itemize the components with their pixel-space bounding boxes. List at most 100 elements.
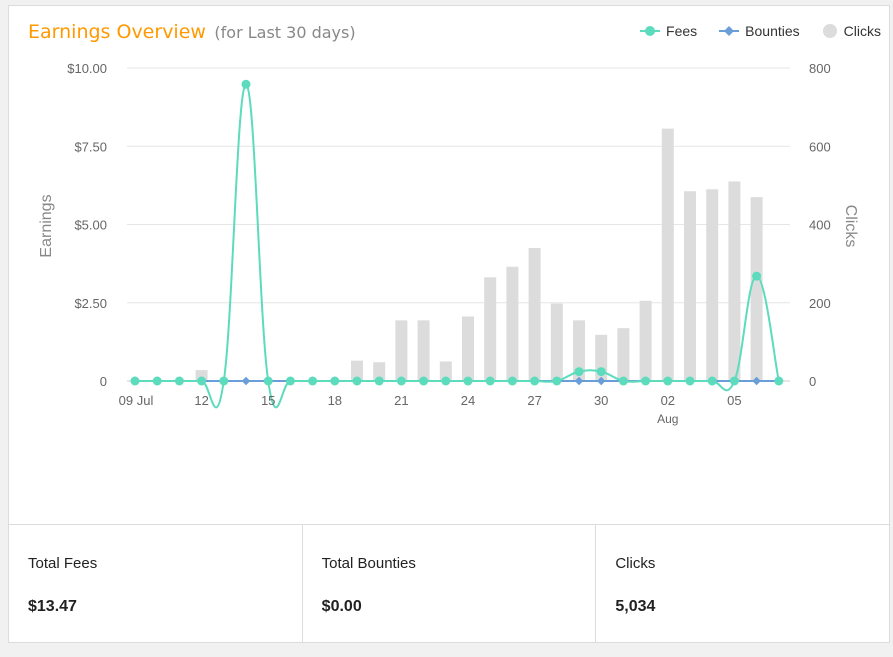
fees-point (263, 376, 273, 386)
chart-legend: Fees Bounties Clicks (640, 23, 881, 39)
clicks-bar (639, 300, 652, 381)
right-axis-tick-label: 400 (809, 218, 831, 233)
x-tick-label: 05 (727, 393, 741, 408)
clicks-bar (706, 189, 719, 381)
right-axis-tick-label: 200 (809, 296, 831, 311)
fees-point (419, 376, 429, 386)
earnings-lines (130, 79, 784, 409)
x-tick-label: 12 (194, 393, 208, 408)
axis-labels: $10.00 $7.50 $5.00 $2.50 0 800 600 400 200 0 Earni… (38, 61, 859, 426)
bounties-point (241, 376, 251, 386)
clicks-bar (195, 370, 208, 381)
bounties-line-marker-icon (719, 25, 740, 37)
fees-point (641, 376, 651, 386)
fees-point (774, 376, 784, 386)
clicks-bars (195, 128, 763, 381)
right-axis-title: Clicks (842, 205, 859, 248)
left-axis-tick-label: $7.50 (74, 139, 107, 154)
total-fees-label: Total Fees (28, 555, 98, 572)
x-tick-label: 30 (594, 393, 608, 408)
clicks-bar (750, 197, 763, 381)
clicks-bar (573, 320, 585, 381)
x-tick-sublabel: Aug (657, 412, 678, 426)
legend-label-clicks: Clicks (843, 23, 881, 39)
clicks-bar (528, 247, 541, 381)
fees-point (441, 376, 451, 386)
fees-point (685, 376, 695, 386)
left-axis-title: Earnings (38, 194, 55, 257)
fees-line-marker-icon (640, 25, 661, 37)
x-tick-label: 27 (527, 393, 541, 408)
left-axis-tick-label: $5.00 (74, 218, 107, 233)
fees-point (197, 376, 207, 386)
total-bounties-value: $0.00 (321, 598, 362, 615)
x-tick-label: 18 (328, 393, 342, 408)
fees-point (285, 376, 295, 386)
card-header: Earnings Overview (for Last 30 days) (28, 21, 356, 43)
fees-point (352, 376, 362, 386)
earnings-chart: $10.00 $7.50 $5.00 $2.50 0 800 600 400 200 0 Earni… (38, 61, 859, 426)
fees-point (663, 376, 673, 386)
fees-point (752, 271, 762, 281)
bounties-point (596, 376, 606, 386)
fees-point (552, 376, 562, 386)
fees-point (707, 376, 717, 386)
earnings-card: Earnings Overview (for Last 30 days) Fee… (8, 5, 890, 643)
x-tick-label: 21 (394, 393, 408, 408)
total-fees-value: $13.47 (28, 598, 77, 615)
left-axis-tick-label: 0 (100, 374, 107, 389)
clicks-bar (617, 328, 630, 381)
clicks-bar (373, 362, 386, 381)
clicks-label: Clicks (615, 555, 656, 572)
clicks-circle-marker-icon (822, 23, 838, 39)
clicks-bar (661, 128, 674, 381)
legend-item-clicks[interactable]: Clicks (822, 23, 881, 39)
fees-point (219, 376, 229, 386)
right-axis-tick-label: 800 (809, 61, 831, 76)
fees-point (330, 376, 340, 386)
period-subtitle: (for Last 30 days) (214, 23, 356, 42)
fees-point (618, 376, 628, 386)
total-fees-stat: Total Fees $13.47 (9, 525, 303, 643)
fees-point (241, 79, 251, 89)
totals-footer: Total Fees $13.47 Total Bounties $0.00 C… (9, 524, 889, 643)
fees-point (308, 376, 318, 386)
fees-point (530, 376, 540, 386)
earnings-overview-title: Earnings Overview (28, 21, 206, 43)
fees-point (485, 376, 495, 386)
fees-point (463, 376, 473, 386)
x-tick-label: 15 (261, 393, 275, 408)
clicks-bar (439, 361, 452, 381)
fees-point (507, 376, 517, 386)
clicks-bar (728, 181, 741, 381)
total-bounties-stat: Total Bounties $0.00 (303, 525, 597, 643)
fees-point (396, 376, 406, 386)
left-axis-tick-label: $10.00 (67, 61, 107, 76)
legend-item-fees[interactable]: Fees (640, 23, 697, 39)
clicks-value: 5,034 (615, 598, 656, 615)
legend-label-fees: Fees (666, 23, 698, 39)
fees-point (130, 376, 140, 386)
clicks-bar (506, 266, 519, 381)
fees-line (135, 83, 780, 409)
bounties-point (574, 376, 584, 386)
clicks-bar (351, 360, 363, 381)
clicks-bar (395, 320, 408, 381)
x-tick-label: 02 (661, 393, 675, 408)
legend-label-bounties: Bounties (745, 23, 800, 39)
clicks-bar (462, 316, 474, 381)
fees-point (152, 376, 162, 386)
legend-item-bounties[interactable]: Bounties (719, 23, 800, 39)
clicks-bar (417, 320, 430, 381)
left-axis-tick-label: $2.50 (74, 296, 107, 311)
fees-point (729, 376, 739, 386)
x-tick-label: 09 Jul (119, 393, 154, 408)
fees-point (574, 367, 584, 377)
x-tick-label: 24 (461, 393, 475, 408)
fees-point (374, 376, 384, 386)
right-axis-tick-label: 600 (809, 139, 831, 154)
right-axis-tick-label: 0 (809, 374, 816, 389)
total-bounties-label: Total Bounties (321, 555, 416, 572)
bounties-point (752, 376, 761, 386)
clicks-stat: Clicks 5,034 (596, 525, 889, 643)
